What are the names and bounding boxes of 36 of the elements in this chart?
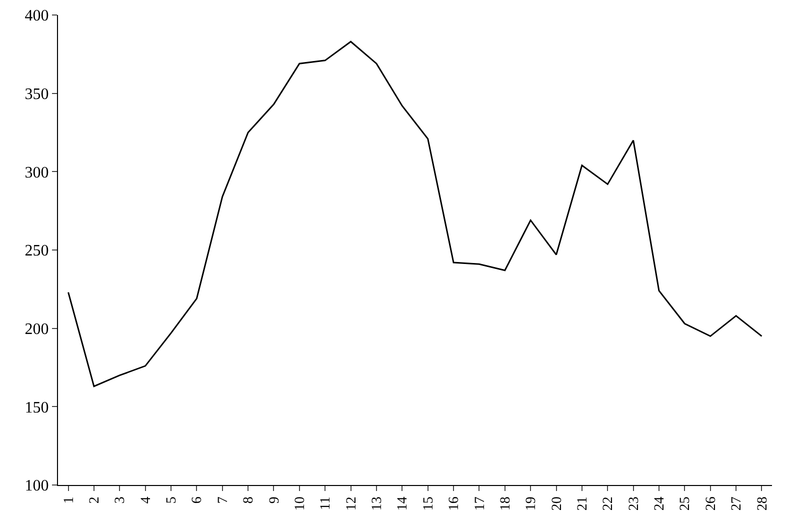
- y-tick-label: 350: [24, 86, 49, 103]
- y-tick-label: 100: [24, 478, 49, 495]
- x-tick-label: 7: [216, 496, 231, 504]
- x-tick-label: 11: [318, 496, 334, 510]
- x-tick-label: 12: [344, 496, 360, 511]
- x-tick-label: 4: [138, 496, 154, 504]
- x-tick-label: 20: [550, 496, 565, 511]
- x-tick-label: 27: [730, 496, 745, 511]
- x-tick-label: 25: [678, 496, 694, 511]
- y-tick-label: 250: [24, 242, 49, 260]
- x-tick-label: 21: [575, 496, 590, 511]
- x-tick-label: 15: [421, 496, 436, 511]
- x-tick-label: 19: [524, 496, 540, 511]
- x-tick-label: 2: [88, 496, 103, 504]
- x-tick-label: 17: [472, 496, 488, 511]
- x-tick-label: 9: [267, 496, 282, 504]
- x-tick-label: 5: [164, 496, 180, 504]
- line-series: [68, 40, 762, 388]
- x-tick-label: 8: [242, 496, 257, 504]
- x-tick-label: 23: [626, 496, 642, 511]
- x-tick-label: 1: [62, 496, 77, 504]
- y-tick-label: 400: [24, 8, 49, 25]
- x-tick-label: 13: [370, 496, 386, 511]
- y-tick-label: 200: [24, 320, 49, 338]
- x-tick-label: 10: [292, 496, 308, 511]
- x-tick-label: 28: [755, 496, 770, 511]
- x-tick-label: 22: [601, 496, 616, 511]
- x-tick-label: 18: [498, 496, 514, 511]
- x-tick-label: 26: [704, 496, 719, 511]
- x-tick-label: 6: [190, 496, 206, 504]
- x-tick-label: 3: [113, 496, 128, 504]
- x-tick-label: 14: [396, 496, 411, 511]
- y-tick-label: 300: [24, 164, 49, 182]
- y-tick-label: 150: [24, 399, 49, 416]
- x-tick-label: 16: [447, 496, 462, 511]
- x-tick-label: 24: [652, 496, 668, 511]
